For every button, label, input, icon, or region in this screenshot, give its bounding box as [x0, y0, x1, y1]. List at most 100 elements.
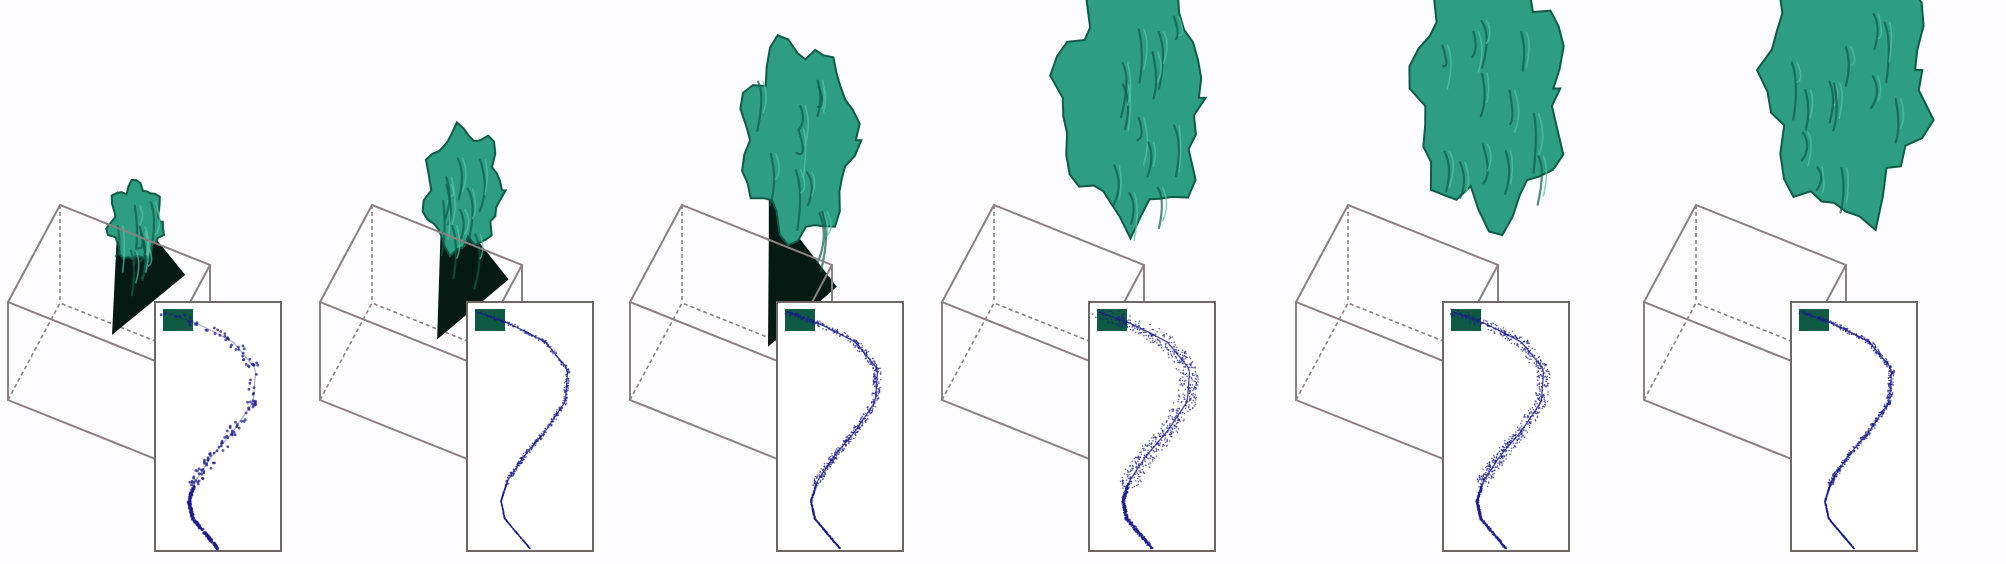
trace-point	[1155, 334, 1157, 336]
trace-point	[1192, 400, 1194, 402]
trace-point	[1139, 321, 1141, 323]
trace-point	[1494, 470, 1496, 472]
trace-point	[1124, 473, 1126, 475]
trace-point	[1102, 319, 1104, 321]
trace-point	[1509, 436, 1511, 438]
trace-point	[1548, 383, 1550, 385]
inset-plot	[1089, 302, 1215, 551]
trace-point	[1191, 367, 1193, 369]
trace-point	[1451, 313, 1453, 315]
trace-point	[1197, 378, 1199, 380]
trace-point	[235, 348, 238, 351]
inset-frame	[155, 302, 281, 551]
trace-point	[245, 363, 248, 366]
trace-point	[1195, 388, 1197, 390]
trace-point	[509, 474, 511, 476]
trace-point	[1149, 443, 1151, 445]
trace-point	[1148, 335, 1150, 337]
trace-point	[1479, 325, 1481, 327]
inset-plot	[1791, 302, 1917, 551]
trace-point	[1182, 357, 1184, 359]
trace-point	[1142, 469, 1144, 471]
trace-point	[1171, 410, 1173, 412]
trace-point	[1847, 332, 1849, 334]
trace-point	[249, 382, 252, 385]
trace-point	[1871, 348, 1873, 350]
trace-point	[866, 407, 868, 409]
trace-point	[1092, 313, 1094, 315]
trace-point	[1147, 450, 1149, 452]
trace-point	[1116, 319, 1118, 321]
trace-point	[1169, 434, 1171, 436]
trace-point	[797, 317, 799, 319]
trace-point	[1502, 446, 1504, 448]
trace-point	[1128, 319, 1130, 321]
trace-point	[1149, 324, 1151, 326]
trace-point	[1177, 410, 1179, 412]
trace-point	[1521, 433, 1523, 435]
trace-point	[1500, 458, 1502, 460]
trace-point	[880, 379, 882, 381]
trace-point	[1515, 442, 1517, 444]
trace-point	[192, 475, 195, 478]
trace-point	[226, 445, 229, 448]
trace-point	[873, 380, 875, 382]
trace-point	[873, 382, 875, 384]
trace-point	[1491, 324, 1493, 326]
trace-point	[1477, 479, 1479, 481]
trace-point	[853, 438, 855, 440]
trace-point	[1175, 344, 1177, 346]
trace-point	[1122, 324, 1124, 326]
trace-point	[841, 451, 843, 453]
trace-point	[1485, 467, 1487, 469]
trace-point	[1170, 337, 1172, 339]
trace-point	[1150, 341, 1152, 343]
trace-point	[854, 425, 856, 427]
trace-point	[1128, 487, 1130, 489]
trace-point	[1545, 402, 1547, 404]
trace-point	[1505, 458, 1507, 460]
trace-point	[203, 459, 206, 462]
trace-point	[1138, 322, 1140, 324]
trace-point	[1167, 352, 1169, 354]
trace-point	[861, 347, 863, 349]
trace-point	[814, 482, 816, 484]
trace-point	[1474, 324, 1476, 326]
trace-point	[1164, 439, 1166, 441]
trace-point	[869, 364, 871, 366]
trace-point	[865, 412, 867, 414]
trace-point	[1144, 454, 1146, 456]
trace-point	[1519, 427, 1521, 429]
trace-point	[834, 329, 836, 331]
trace-point	[1477, 323, 1479, 325]
trace-point	[1537, 395, 1539, 397]
trace-point	[1540, 396, 1542, 398]
trace-point	[1537, 376, 1539, 378]
trace-point	[855, 426, 857, 428]
trace-point	[1166, 347, 1168, 349]
panel-3	[622, 0, 956, 564]
trace-point	[1539, 384, 1541, 386]
trace-point	[1846, 328, 1848, 330]
trace-point	[1120, 480, 1122, 482]
trace-point	[1183, 396, 1185, 398]
trace-point	[832, 462, 834, 464]
trace-point	[1865, 431, 1867, 433]
trace-point	[1103, 314, 1105, 316]
trace-point	[1183, 383, 1185, 385]
trace-point	[1526, 357, 1528, 359]
trace-point	[878, 368, 880, 370]
trace-point	[1879, 412, 1881, 414]
trace-point	[1128, 477, 1130, 479]
trace-point	[1489, 474, 1491, 476]
trace-point	[1127, 327, 1129, 329]
trace-point	[1111, 319, 1113, 321]
trace-point	[1159, 342, 1161, 344]
trace-point	[242, 345, 245, 348]
trace-point	[1472, 320, 1474, 322]
trace-point	[1143, 450, 1145, 452]
trace-point	[1119, 316, 1121, 318]
trace-point	[1528, 353, 1530, 355]
trace-point	[1493, 455, 1495, 457]
trace-point	[568, 369, 570, 371]
